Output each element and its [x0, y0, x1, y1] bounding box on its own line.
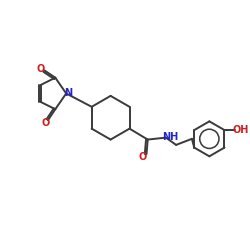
Text: O: O	[42, 118, 50, 128]
Text: O: O	[37, 64, 45, 74]
Text: N: N	[64, 88, 72, 99]
Text: O: O	[139, 152, 147, 162]
Text: OH: OH	[232, 125, 248, 135]
Text: NH: NH	[162, 132, 178, 142]
